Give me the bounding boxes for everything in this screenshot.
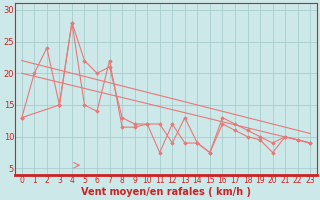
X-axis label: Vent moyen/en rafales ( km/h ): Vent moyen/en rafales ( km/h ) (81, 187, 251, 197)
